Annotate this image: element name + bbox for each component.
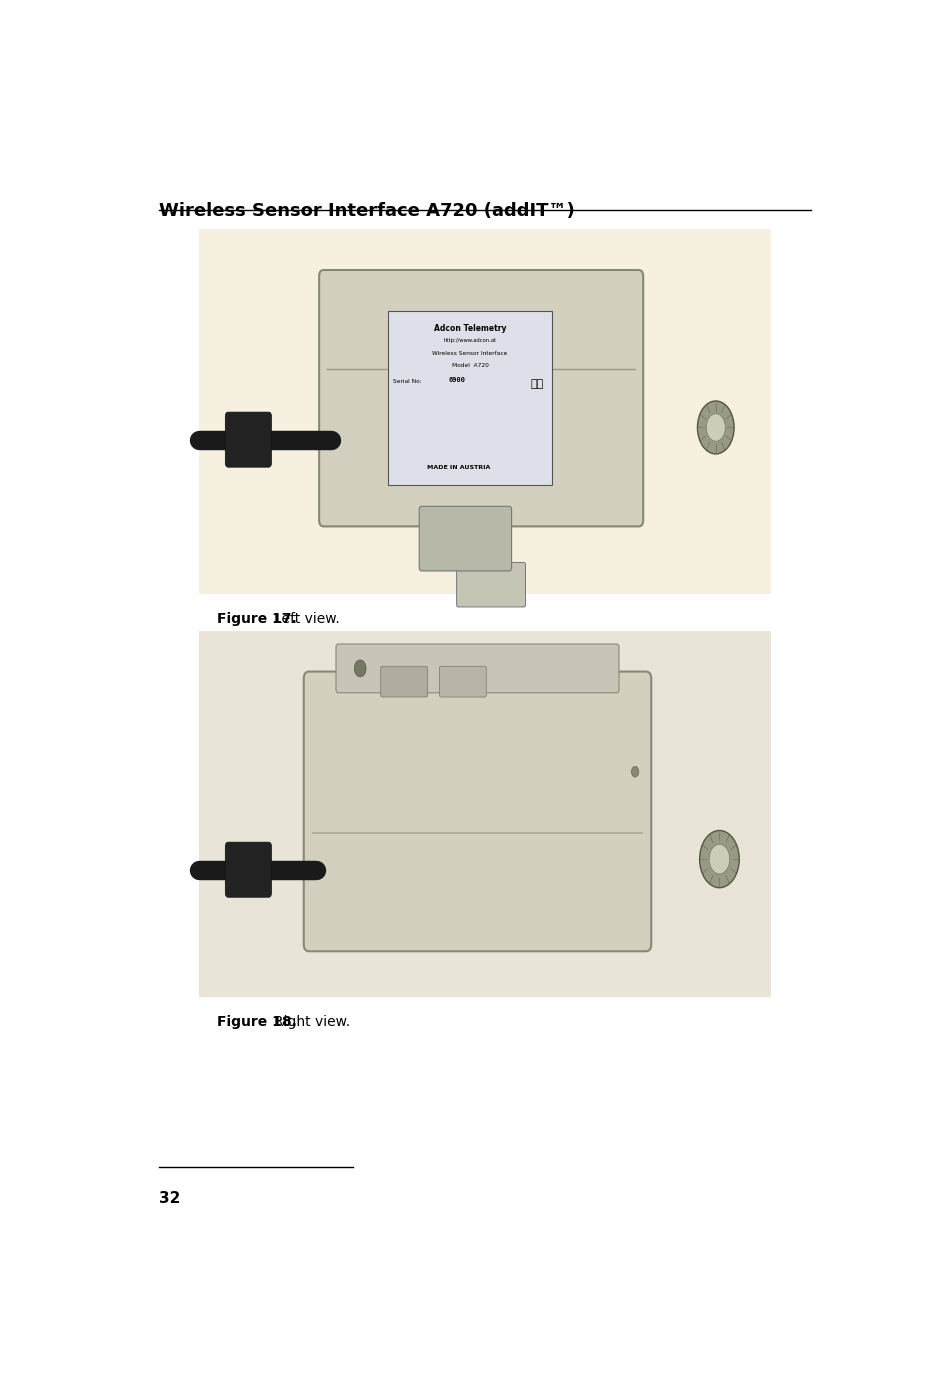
FancyBboxPatch shape (199, 632, 771, 996)
FancyBboxPatch shape (199, 228, 771, 594)
Text: Figure 17.: Figure 17. (218, 612, 297, 626)
Circle shape (631, 766, 639, 777)
FancyBboxPatch shape (304, 671, 651, 951)
Text: Adcon Telemetry: Adcon Telemetry (434, 323, 506, 333)
Circle shape (707, 414, 726, 442)
Text: Wireless Sensor Interface: Wireless Sensor Interface (432, 351, 508, 355)
Text: 32: 32 (159, 1190, 180, 1205)
Text: Wireless Sensor Interface A720 (addIT™): Wireless Sensor Interface A720 (addIT™) (159, 202, 574, 220)
FancyBboxPatch shape (380, 666, 428, 698)
FancyBboxPatch shape (319, 270, 643, 527)
Text: http://www.adcon.at: http://www.adcon.at (444, 338, 497, 343)
Circle shape (355, 660, 366, 677)
Text: Model  A720: Model A720 (452, 363, 488, 369)
FancyBboxPatch shape (225, 411, 272, 468)
FancyBboxPatch shape (336, 644, 619, 692)
Text: Serial No:: Serial No: (394, 380, 422, 384)
Circle shape (710, 845, 729, 874)
Text: Figure 18.: Figure 18. (218, 1015, 297, 1029)
Text: Left view.: Left view. (273, 612, 340, 626)
Text: MADE IN AUSTRIA: MADE IN AUSTRIA (428, 465, 491, 471)
Text: Right view.: Right view. (273, 1015, 350, 1029)
FancyBboxPatch shape (225, 842, 272, 897)
Circle shape (700, 831, 739, 888)
Circle shape (697, 400, 734, 454)
FancyBboxPatch shape (439, 666, 486, 698)
Text: 6900: 6900 (448, 377, 465, 383)
FancyBboxPatch shape (419, 506, 512, 571)
Text: ⒸⒺ: ⒸⒺ (531, 380, 544, 389)
FancyBboxPatch shape (457, 563, 526, 607)
FancyBboxPatch shape (388, 311, 552, 486)
